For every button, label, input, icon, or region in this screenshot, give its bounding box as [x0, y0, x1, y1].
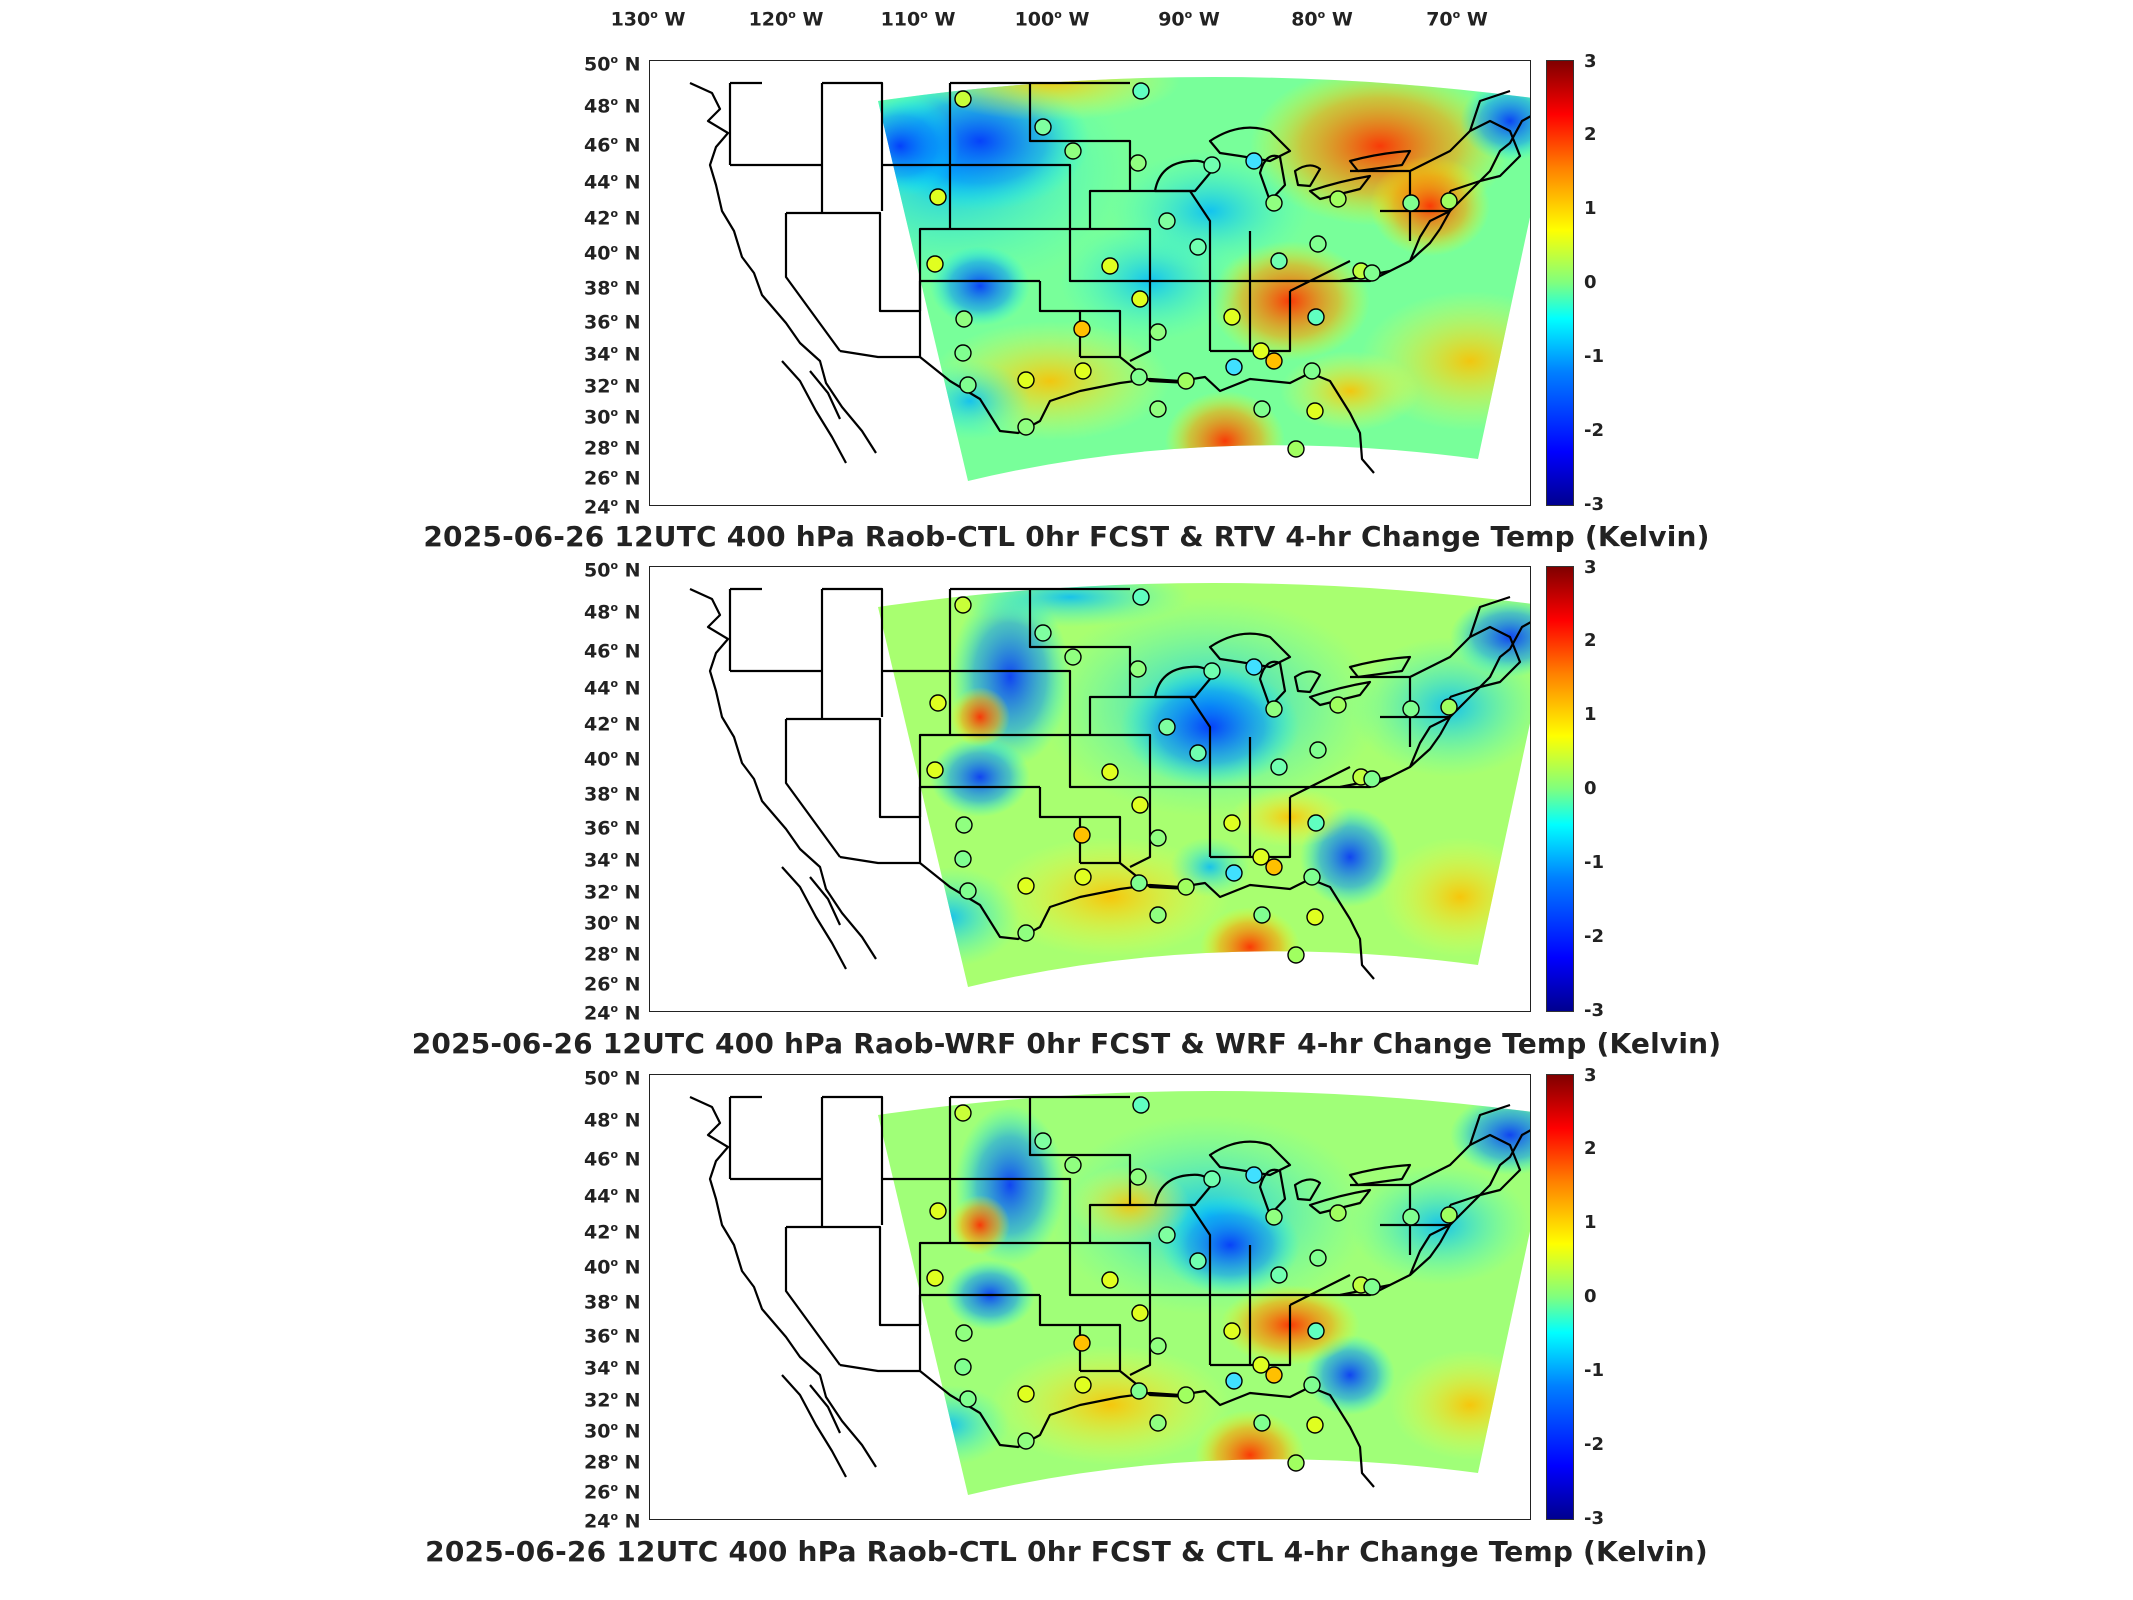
- colorbar-tick: 0: [1584, 272, 1597, 293]
- colorbar-tick: -2: [1584, 926, 1604, 947]
- colorbar-tick: -1: [1584, 1360, 1604, 1381]
- lon-label: 90o W: [1158, 8, 1220, 31]
- temperature-field-map: [688, 77, 1530, 481]
- lat-label: 42o N: [584, 207, 641, 230]
- panel-title: 2025-06-26 12UTC 400 hPa Raob-WRF 0hr FC…: [411, 1027, 1722, 1060]
- colorbar-tick: -3: [1584, 1000, 1604, 1021]
- raob-station-markers: [926, 1096, 1458, 1472]
- colorbar-tick: 1: [1584, 704, 1597, 725]
- lat-label: 48o N: [584, 601, 641, 624]
- lat-label: 24o N: [584, 496, 641, 519]
- colorbar-tick: -1: [1584, 852, 1604, 873]
- lat-label: 50o N: [584, 559, 641, 582]
- lat-label: 40o N: [584, 748, 641, 771]
- lat-label: 42o N: [584, 1221, 641, 1244]
- colorbar-tick: 3: [1584, 557, 1597, 578]
- lat-label: 46o N: [584, 134, 641, 157]
- map-area: [649, 1074, 1531, 1520]
- colorbar-tick: 2: [1584, 124, 1597, 145]
- colorbar-tick: 1: [1584, 1212, 1597, 1233]
- colorbar-tick: 2: [1584, 1138, 1597, 1159]
- lat-label: 30o N: [584, 912, 641, 935]
- lat-label: 48o N: [584, 1109, 641, 1132]
- lat-label: 26o N: [584, 1481, 641, 1504]
- lat-label: 34o N: [584, 1357, 641, 1380]
- colorbar-tick: 3: [1584, 51, 1597, 72]
- colorbar-tick: -2: [1584, 1434, 1604, 1455]
- lat-label: 44o N: [584, 677, 641, 700]
- lat-label: 28o N: [584, 1451, 641, 1474]
- lat-label: 32o N: [584, 375, 641, 398]
- colorbar-tick: 0: [1584, 778, 1597, 799]
- lat-label: 32o N: [584, 1389, 641, 1412]
- lat-label: 44o N: [584, 1185, 641, 1208]
- lat-label: 50o N: [584, 53, 641, 76]
- raob-station-markers: [926, 82, 1458, 458]
- lon-label: 70o W: [1426, 8, 1488, 31]
- lat-label: 40o N: [584, 1256, 641, 1279]
- colorbar: [1546, 1074, 1574, 1520]
- lat-label: 36o N: [584, 311, 641, 334]
- lon-label: 120o W: [748, 8, 824, 31]
- lat-label: 24o N: [584, 1510, 641, 1533]
- lat-label: 50o N: [584, 1067, 641, 1090]
- lon-label: 110o W: [880, 8, 956, 31]
- lat-label: 40o N: [584, 242, 641, 265]
- lat-label: 48o N: [584, 95, 641, 118]
- lat-label: 28o N: [584, 943, 641, 966]
- lon-label: 80o W: [1291, 8, 1353, 31]
- lat-label: 38o N: [584, 783, 641, 806]
- lat-label: 26o N: [584, 467, 641, 490]
- colorbar-tick: -3: [1584, 494, 1604, 515]
- panel-title: 2025-06-26 12UTC 400 hPa Raob-CTL 0hr FC…: [423, 520, 1710, 553]
- colorbar-tick: 2: [1584, 630, 1597, 651]
- colorbar-tick: -3: [1584, 1508, 1604, 1529]
- colorbar: [1546, 60, 1574, 506]
- lat-label: 28o N: [584, 437, 641, 460]
- temperature-field-map: [688, 583, 1530, 987]
- lat-label: 46o N: [584, 1148, 641, 1171]
- lat-label: 34o N: [584, 849, 641, 872]
- colorbar-tick: 1: [1584, 198, 1597, 219]
- lat-label: 46o N: [584, 640, 641, 663]
- lon-label: 100o W: [1014, 8, 1090, 31]
- temperature-field-map: [688, 1091, 1530, 1495]
- lat-label: 38o N: [584, 1291, 641, 1314]
- lat-label: 24o N: [584, 1002, 641, 1025]
- lat-label: 34o N: [584, 343, 641, 366]
- lat-label: 38o N: [584, 277, 641, 300]
- colorbar-tick: 3: [1584, 1065, 1597, 1086]
- lon-label: 130o W: [610, 8, 686, 31]
- lat-label: 42o N: [584, 713, 641, 736]
- panel-title: 2025-06-26 12UTC 400 hPa Raob-CTL 0hr FC…: [425, 1535, 1708, 1568]
- raob-station-markers: [926, 588, 1458, 964]
- lat-label: 30o N: [584, 406, 641, 429]
- lat-label: 32o N: [584, 881, 641, 904]
- map-area: [649, 566, 1531, 1012]
- colorbar-tick: 0: [1584, 1286, 1597, 1307]
- lat-label: 26o N: [584, 973, 641, 996]
- lat-label: 36o N: [584, 817, 641, 840]
- map-area: [649, 60, 1531, 506]
- lat-label: 30o N: [584, 1420, 641, 1443]
- lat-label: 36o N: [584, 1325, 641, 1348]
- colorbar-tick: -2: [1584, 420, 1604, 441]
- lat-label: 44o N: [584, 171, 641, 194]
- colorbar: [1546, 566, 1574, 1012]
- colorbar-tick: -1: [1584, 346, 1604, 367]
